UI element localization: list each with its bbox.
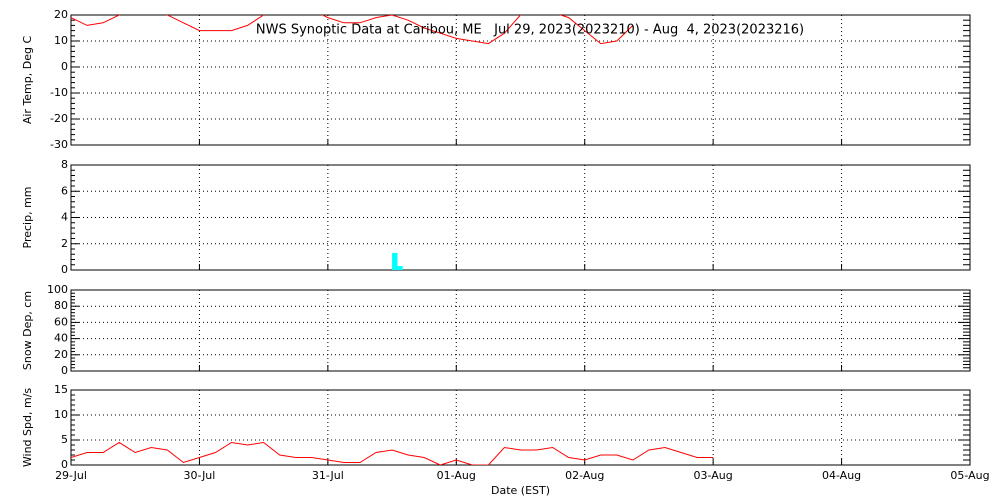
x-tick-label: 30-Jul <box>183 469 215 482</box>
plot-frame <box>70 164 971 271</box>
y-tick-label: 5 <box>61 433 68 446</box>
x-tick-label: 01-Aug <box>437 469 476 482</box>
x-tick-label: 31-Jul <box>312 469 344 482</box>
x-axis-label: Date (EST) <box>491 484 550 497</box>
y-axis-label: Precip, mm <box>21 187 34 249</box>
y-tick-label: 4 <box>61 211 68 224</box>
x-tick-label: 02-Aug <box>565 469 604 482</box>
y-tick-label: 2 <box>61 237 68 250</box>
y-tick-label: 20 <box>54 348 68 361</box>
y-axis-label: Wind Spd, m/s <box>21 388 34 468</box>
y-tick-label: -20 <box>50 112 68 125</box>
y-tick-label: 8 <box>61 158 68 171</box>
y-tick-label: -30 <box>50 138 68 151</box>
plot-frame <box>70 389 971 466</box>
y-axis-label: Snow Dep, cm <box>21 291 34 370</box>
y-tick-label: -10 <box>50 86 68 99</box>
y-tick-label: 15 <box>54 383 68 396</box>
x-tick-label: 03-Aug <box>694 469 733 482</box>
x-tick-label: 05-Aug <box>950 469 989 482</box>
plot-frame <box>70 289 971 372</box>
plot-area <box>392 252 403 270</box>
y-tick-label: 0 <box>61 263 68 276</box>
bar <box>392 252 398 270</box>
x-tick-label: 29-Jul <box>55 469 87 482</box>
plot-area <box>71 441 714 465</box>
y-tick-label: 6 <box>61 184 68 197</box>
x-tick-label: 04-Aug <box>822 469 861 482</box>
plot-area <box>71 15 634 45</box>
y-tick-label: 100 <box>47 283 68 296</box>
y-axis-label: Air Temp, Deg C <box>21 36 34 125</box>
series-line <box>71 15 634 45</box>
y-tick-label: 10 <box>54 408 68 421</box>
y-tick-label: 0 <box>61 364 68 377</box>
chart-title: NWS Synoptic Data at Caribou, ME Jul 29,… <box>256 23 804 38</box>
y-tick-label: 10 <box>54 34 68 47</box>
y-tick-label: 60 <box>54 315 68 328</box>
y-tick-label: 0 <box>61 458 68 471</box>
y-tick-label: 40 <box>54 332 68 345</box>
series-line <box>71 441 714 465</box>
y-tick-label: 0 <box>61 60 68 73</box>
bar <box>397 266 403 270</box>
y-tick-label: 80 <box>54 299 68 312</box>
y-tick-label: 20 <box>54 8 68 21</box>
